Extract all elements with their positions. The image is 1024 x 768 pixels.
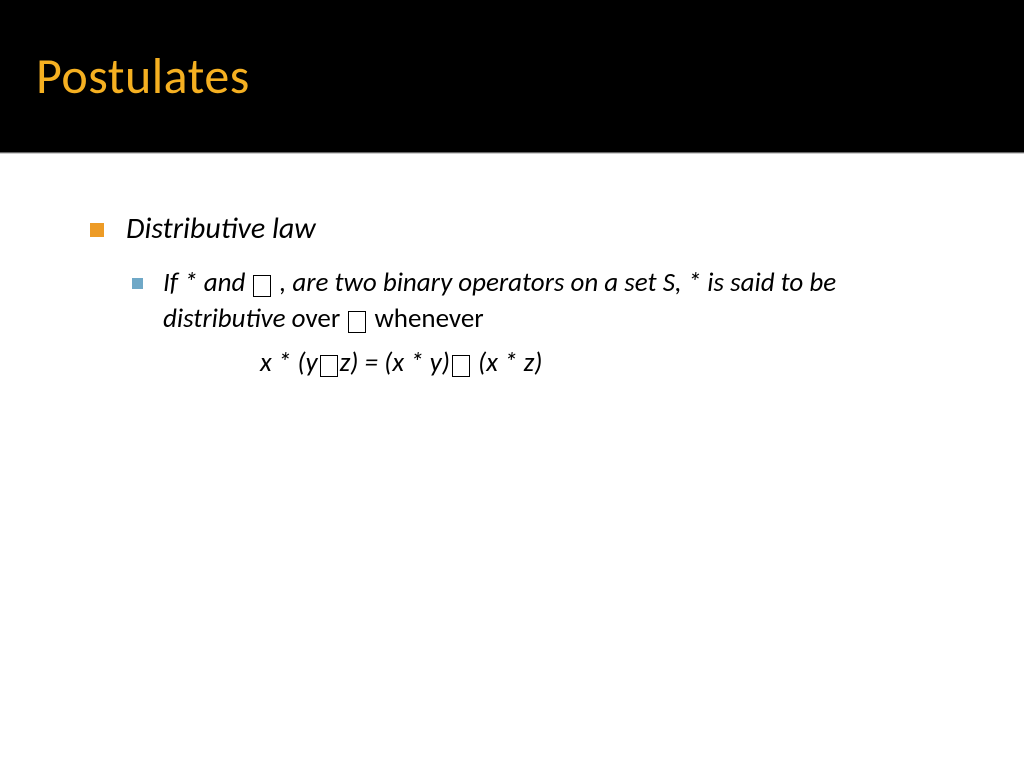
bullet-level2-row: If * and , are two binary operators on a… bbox=[132, 265, 934, 338]
eq-part2: z) = (x * y) bbox=[340, 346, 450, 379]
missing-glyph-icon bbox=[320, 355, 338, 377]
bullet-level1-row: Distributive law bbox=[90, 210, 934, 247]
level1-text: Distributive law bbox=[126, 210, 316, 247]
eq-part3: (x * z) bbox=[472, 346, 543, 379]
square-bullet-icon bbox=[132, 278, 143, 289]
slide-header: Postulates bbox=[0, 0, 1024, 152]
equation-text: x * (y z) = (x * y) (x * z) bbox=[260, 346, 934, 379]
slide-content: Distributive law If * and , are two bina… bbox=[0, 154, 1024, 379]
text-normal-2: whenever bbox=[368, 302, 483, 335]
missing-glyph-icon bbox=[452, 355, 470, 377]
missing-glyph-icon bbox=[253, 275, 271, 297]
square-bullet-icon bbox=[90, 223, 104, 237]
eq-part1: x * (y bbox=[260, 346, 318, 379]
level2-text: If * and , are two binary operators on a… bbox=[163, 265, 934, 338]
text-italic-1: If * and bbox=[163, 266, 251, 299]
page-title: Postulates bbox=[36, 46, 250, 107]
missing-glyph-icon bbox=[348, 311, 366, 333]
text-normal-1: ver bbox=[305, 302, 346, 335]
